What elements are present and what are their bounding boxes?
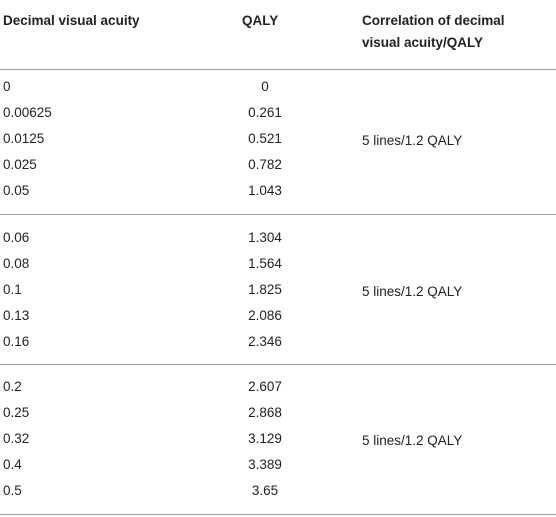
qaly-cell: 3.389 [248, 457, 282, 472]
acuity-cell: 0.0125 [3, 131, 45, 146]
column-header-decimal-visual-acuity: Decimal visual acuity [3, 13, 140, 28]
qaly-cell: 1.825 [248, 282, 282, 297]
qaly-cell: 0 [261, 79, 269, 94]
table-row-group: 0.2 2.607 0.25 2.868 0.32 3.129 0.4 3.38… [0, 374, 556, 514]
group-divider [0, 214, 556, 215]
table-header: Decimal visual acuity QALY Correlation o… [0, 0, 556, 70]
qaly-cell: 3.129 [248, 431, 282, 446]
correlation-cell: 5 lines/1.2 QALY [362, 133, 463, 148]
acuity-cell: 0.00625 [3, 105, 52, 120]
table-row: 0.16 2.346 [0, 329, 556, 355]
correlation-cell: 5 lines/1.2 QALY [362, 284, 463, 299]
column-header-correlation-line-1: Correlation of decimal [362, 13, 505, 28]
table-row: 0.00625 0.261 [0, 100, 556, 126]
acuity-cell: 0.06 [3, 230, 30, 245]
qaly-cell: 2.607 [248, 379, 282, 394]
qaly-cell: 2.086 [248, 308, 282, 323]
qaly-cell: 0.521 [248, 131, 282, 146]
table-row-group: 0.06 1.304 0.08 1.564 0.1 1.825 0.13 2.0… [0, 225, 556, 365]
qaly-cell: 2.346 [248, 334, 282, 349]
table-row: 0.05 1.043 [0, 178, 556, 204]
acuity-cell: 0.5 [3, 483, 22, 498]
acuity-cell: 0.1 [3, 282, 22, 297]
qaly-cell: 1.043 [248, 183, 282, 198]
qaly-cell: 1.304 [248, 230, 282, 245]
table-bottom-rule [0, 514, 556, 515]
acuity-cell: 0.4 [3, 457, 22, 472]
column-header-correlation-line-2: visual acuity/QALY [362, 35, 484, 50]
qaly-cell: 3.65 [251, 483, 279, 498]
table-row: 0.25 2.868 [0, 400, 556, 426]
acuity-cell: 0.13 [3, 308, 30, 323]
table-row: 0.025 0.782 [0, 152, 556, 178]
qaly-cell: 2.868 [248, 405, 282, 420]
qaly-cell: 0.261 [248, 105, 282, 120]
table-row: 0.06 1.304 [0, 225, 556, 251]
acuity-cell: 0.025 [3, 157, 37, 172]
column-header-correlation: Correlation of decimal visual acuity/QAL… [362, 10, 542, 54]
header-divider [0, 69, 556, 70]
table-row: 0.32 3.129 [0, 426, 556, 452]
group-divider [0, 364, 556, 365]
acuity-cell: 0.25 [3, 405, 30, 420]
table-row: 0.13 2.086 [0, 303, 556, 329]
table-row: 0.5 3.65 [0, 478, 556, 504]
acuity-cell: 0 [3, 79, 11, 94]
table-row: 0.1 1.825 [0, 277, 556, 303]
table-row: 0.2 2.607 [0, 374, 556, 400]
table-row: 0 0 [0, 74, 556, 100]
table-row-group: 0 0 0.00625 0.261 0.0125 0.521 0.025 0.7… [0, 74, 556, 214]
correlation-cell: 5 lines/1.2 QALY [362, 433, 463, 448]
column-header-qaly: QALY [242, 13, 279, 28]
acuity-cell: 0.2 [3, 379, 22, 394]
acuity-cell: 0.32 [3, 431, 30, 446]
acuity-cell: 0.16 [3, 334, 30, 349]
acuity-cell: 0.08 [3, 256, 30, 271]
qaly-cell: 0.782 [248, 157, 282, 172]
table-row: 0.08 1.564 [0, 251, 556, 277]
acuity-cell: 0.05 [3, 183, 30, 198]
table-row: 0.0125 0.521 [0, 126, 556, 152]
table-row: 0.4 3.389 [0, 452, 556, 478]
qaly-cell: 1.564 [248, 256, 282, 271]
